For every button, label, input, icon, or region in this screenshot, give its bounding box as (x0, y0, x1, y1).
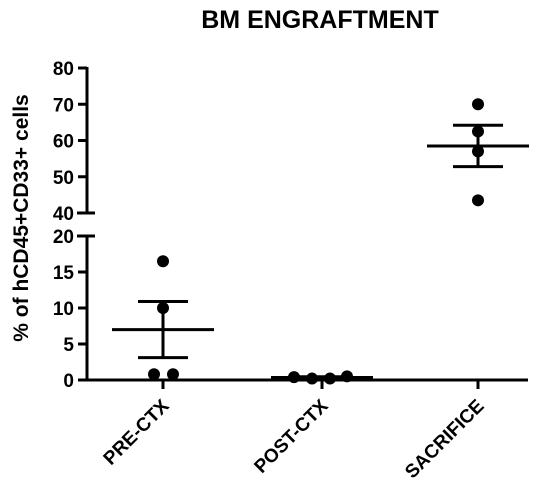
data-point (341, 370, 353, 383)
y-tick-label: 80 (53, 59, 74, 80)
chart-title: BM ENGRAFTMENT (201, 6, 438, 34)
data-point (167, 368, 179, 381)
y-tick-label: 70 (53, 95, 74, 116)
y-tick-label: 0 (63, 371, 74, 392)
data-point (472, 98, 484, 111)
y-tick-label: 5 (63, 335, 74, 356)
data-point (148, 368, 160, 381)
y-tick-label: 15 (53, 263, 75, 284)
y-tick-label: 60 (53, 132, 74, 153)
data-point (157, 255, 169, 268)
data-point (288, 371, 300, 384)
y-tick-label: 10 (53, 299, 74, 320)
y-tick-label: 20 (53, 227, 74, 248)
data-point (306, 372, 318, 385)
x-category-label: SACRIFICE (401, 396, 488, 483)
marks (112, 98, 529, 385)
y-tick-label: 40 (53, 204, 74, 225)
y-axis-label: % of hCD45+CD33+ cells (10, 94, 33, 341)
x-category-label: POST-CTX (251, 395, 333, 477)
data-point (324, 372, 336, 385)
data-point (157, 302, 169, 314)
data-point (472, 145, 484, 158)
data-point (472, 125, 484, 138)
x-category-label: PRE-CTX (100, 395, 174, 469)
y-tick-label: 50 (53, 168, 74, 189)
data-point (472, 194, 484, 207)
